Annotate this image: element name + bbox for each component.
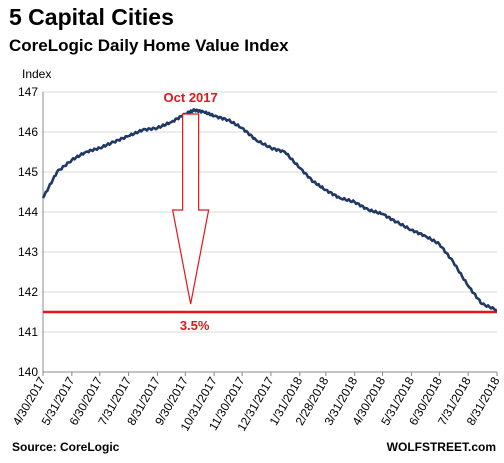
chart-subtitle: CoreLogic Daily Home Value Index [9,36,289,55]
y-tick-label: 145 [18,165,38,179]
y-axis: 140 141 142 143 144 145 146 147 [18,85,38,379]
y-tick-label: 143 [18,245,38,259]
chart-title: 5 Capital Cities [9,4,174,30]
y-tick-label: 147 [18,85,38,99]
y-tick-label: 140 [18,365,38,379]
grid-lines [42,91,497,373]
series-line [41,108,498,312]
x-axis: 4/30/20175/31/20176/30/20177/31/20178/31… [10,372,503,434]
source-note: Source: CoreLogic [12,440,120,454]
drop-annotation: 3.5% [180,318,210,333]
y-tick-label: 146 [18,125,38,139]
y-tick-label: 141 [18,325,38,339]
y-tick-label: 144 [18,205,38,219]
y-tick-label: 142 [18,285,38,299]
drop-arrow [171,113,210,305]
peak-annotation: Oct 2017 [164,90,218,105]
watermark: WOLFSTREET.com [386,440,496,454]
y-axis-label: Index [22,67,51,81]
